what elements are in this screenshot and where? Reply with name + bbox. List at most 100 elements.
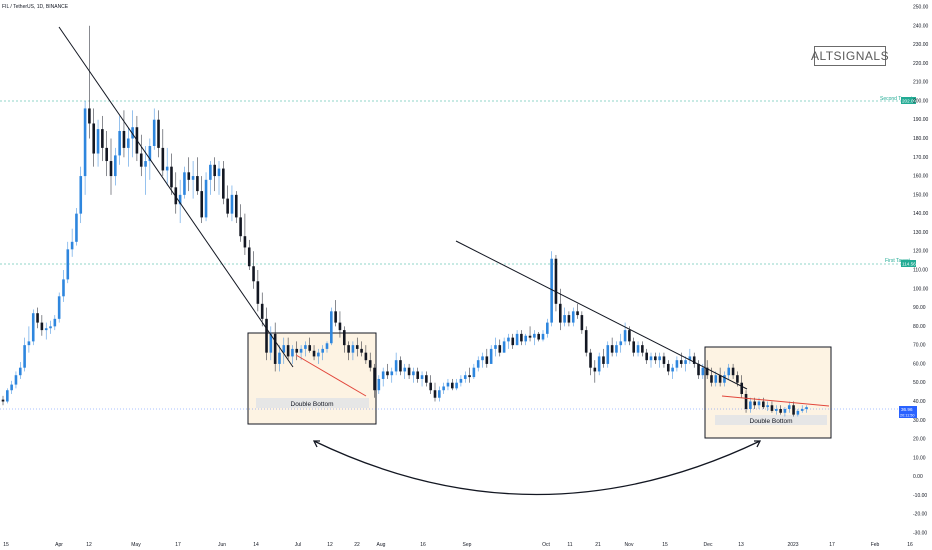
candle-body	[75, 213, 78, 242]
candle-body	[347, 345, 350, 353]
candle-body	[325, 343, 329, 349]
y-tick-label: 40.00	[913, 399, 926, 405]
candle-body	[364, 352, 368, 361]
candle-body	[554, 258, 558, 304]
double-bottom-label-bg-left	[256, 398, 369, 408]
candle-body	[304, 345, 307, 349]
candle-body	[191, 176, 195, 180]
candle-body	[619, 341, 623, 346]
second-target-tag-value: 202.00	[902, 99, 916, 104]
candle-body	[88, 108, 91, 124]
candle-body	[429, 382, 432, 391]
candle-body	[589, 352, 592, 368]
x-tick-label: Sep	[463, 542, 472, 548]
x-tick-label: Apr	[55, 542, 63, 548]
candle-body	[507, 337, 510, 342]
candle-body	[774, 409, 778, 411]
candle-body	[623, 330, 627, 342]
candle-body	[178, 194, 182, 205]
candle-body	[420, 375, 424, 379]
candle-body	[1, 399, 5, 402]
candle-body	[740, 382, 744, 394]
candle-body	[407, 367, 411, 376]
candle-body	[558, 303, 562, 323]
candle-body	[463, 375, 467, 379]
candle-body	[226, 198, 229, 214]
candle-body	[148, 146, 152, 162]
candle-body	[31, 313, 35, 342]
x-tick-label: 2023	[787, 542, 798, 548]
candle-body	[265, 318, 268, 353]
candle-body	[498, 345, 502, 353]
x-tick-label: 16	[907, 542, 913, 548]
cycle-arrow-curve	[313, 440, 761, 496]
candle-body	[14, 375, 18, 385]
candle-body	[787, 405, 791, 410]
candle-body	[394, 360, 398, 372]
current-price-tag-value: 36.96	[901, 407, 913, 412]
y-tick-label: -10.00	[913, 493, 927, 499]
candle-body	[563, 315, 566, 323]
candle-body	[666, 363, 670, 372]
x-tick-label: 21	[595, 542, 601, 548]
cycle-arrow-head-right	[754, 440, 762, 448]
candle-body	[515, 333, 519, 346]
second-target-label: Second Target	[880, 96, 913, 102]
x-tick-label: Nov	[625, 542, 634, 548]
candle-body	[342, 330, 346, 346]
candle-body	[338, 322, 342, 331]
candle-body	[714, 375, 718, 383]
candle-body	[360, 348, 363, 353]
candle-body	[645, 352, 648, 361]
candle-body	[468, 375, 471, 378]
candle-body	[109, 161, 113, 177]
candle-body	[438, 390, 441, 398]
candle-body	[18, 367, 22, 376]
y-tick-label: -30.00	[913, 531, 927, 537]
candle-body	[736, 375, 739, 383]
candle-body	[446, 382, 450, 387]
candle-body	[762, 401, 765, 408]
candle-body	[615, 345, 618, 353]
candle-body	[386, 371, 389, 376]
y-tick-label: 0.00	[913, 474, 923, 480]
candle-body	[373, 367, 376, 391]
candle-body	[247, 247, 251, 267]
candle-body	[511, 337, 515, 346]
y-tick-label: 20.00	[913, 437, 926, 443]
candle-body	[649, 356, 653, 361]
candle-body	[481, 356, 484, 361]
candle-body	[144, 161, 147, 167]
candle-body	[723, 375, 726, 383]
candle-body	[433, 390, 437, 398]
first-target-tag	[901, 260, 916, 267]
candle-body	[610, 345, 614, 353]
candle-body	[114, 155, 117, 177]
y-tick-label: 140.00	[913, 211, 929, 217]
y-tick-label: 250.00	[913, 5, 929, 11]
candle-body	[800, 409, 804, 411]
candle-body	[537, 333, 540, 340]
y-tick-label: 110.00	[913, 268, 928, 274]
candle-body	[425, 375, 428, 383]
candle-body	[710, 375, 713, 383]
candle-body	[139, 153, 143, 167]
candle-body	[597, 356, 601, 372]
cycle-arrow-head-left	[312, 440, 320, 448]
candle-body	[291, 348, 294, 357]
candle-body	[70, 241, 74, 250]
double-bottom-label-left: Double Bottom	[291, 401, 334, 408]
candle-body	[679, 360, 683, 364]
candle-body	[368, 360, 372, 368]
candle-body	[766, 405, 769, 408]
candle-body	[459, 378, 463, 383]
candle-body	[299, 348, 303, 353]
candle-body	[183, 172, 186, 195]
x-tick-label: Aug	[377, 542, 386, 548]
candle-body	[731, 367, 735, 376]
y-tick-label: 210.00	[913, 80, 929, 86]
candle-body	[779, 409, 782, 413]
candle-body	[675, 360, 679, 368]
x-tick-label: 15	[662, 542, 668, 548]
